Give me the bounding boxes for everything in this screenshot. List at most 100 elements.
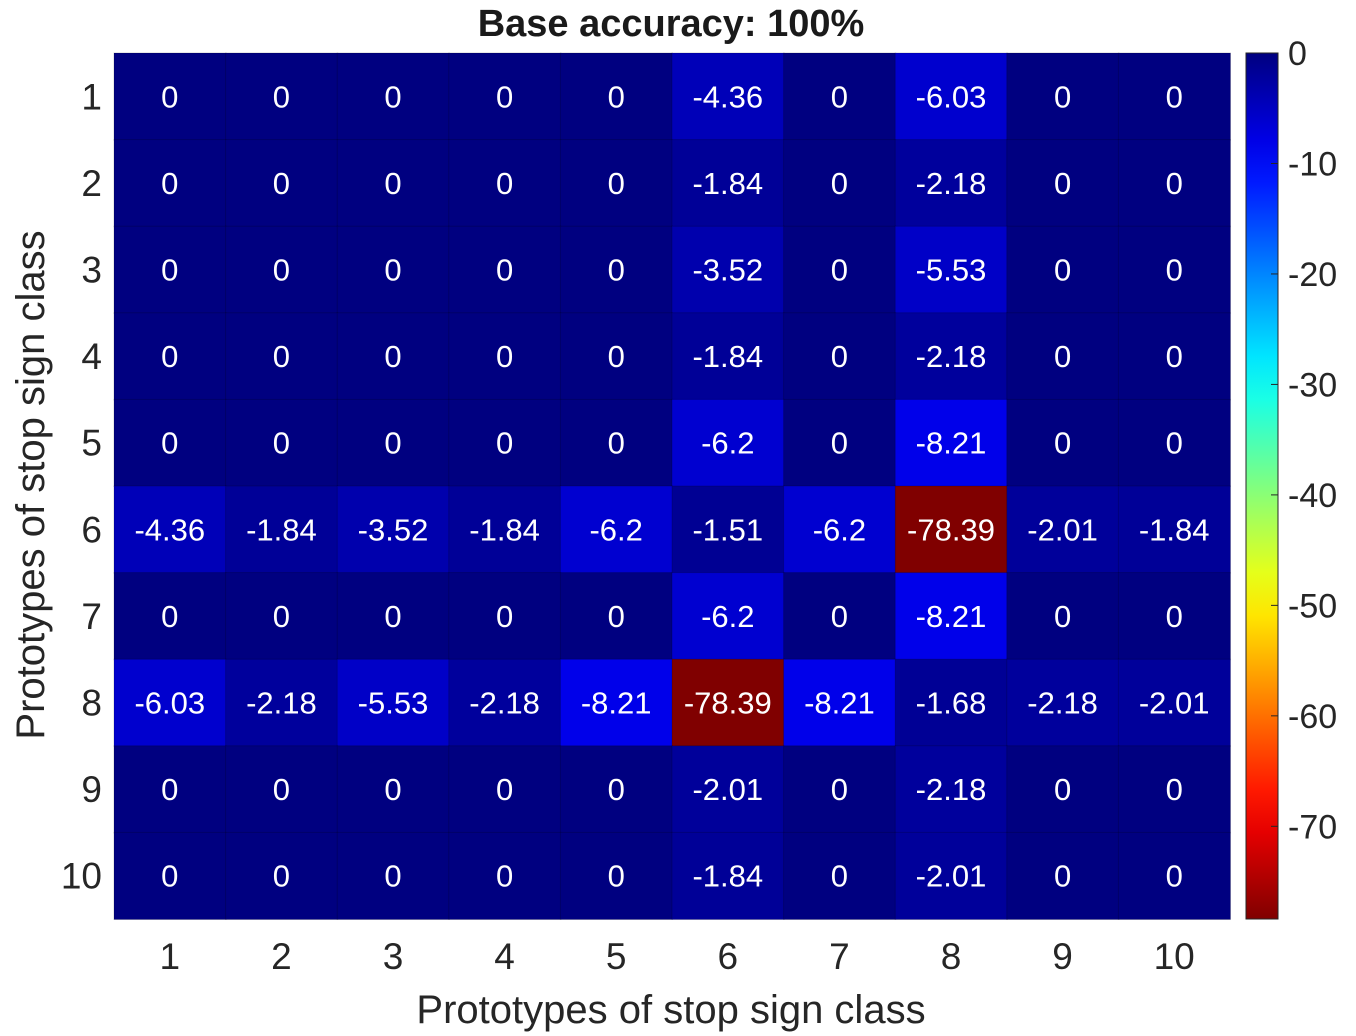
heatmap-cell-r5-c3 xyxy=(336,398,450,487)
cell-value-label-r9-c6: -2.01 xyxy=(692,772,763,807)
cell-value-label-r4-c8: -2.18 xyxy=(916,339,987,374)
heatmap-cell-r6-c3 xyxy=(336,485,450,574)
heatmap-cell-r10-c3 xyxy=(336,831,450,921)
x-tick-label-7: 7 xyxy=(829,936,850,977)
cell-value-label-r5-c4: 0 xyxy=(496,426,513,461)
colorbar-tick-label: 0 xyxy=(1288,35,1307,73)
cell-value-label-r6-c5: -6.2 xyxy=(589,512,642,547)
heatmap-cell-r1-c8 xyxy=(894,52,1008,141)
heatmap-cell-r8-c10 xyxy=(1117,658,1232,747)
heatmap-cell-r10-c10 xyxy=(1117,831,1232,921)
cell-value-label-r7-c10: 0 xyxy=(1166,599,1183,634)
cell-value-label-r8-c6: -78.39 xyxy=(684,686,772,721)
x-tick-label-2: 2 xyxy=(271,936,292,977)
cell-value-label-r6-c2: -1.84 xyxy=(246,512,317,547)
heatmap-cell-r7-c4 xyxy=(448,572,562,661)
heatmap-cell-r6-c7 xyxy=(783,485,897,574)
heatmap-cell-labels: 0 0 0 0 0 -4.36 0 -6.03 0 0 0 0 0 0 0 -1.84 0 -2.18 0 0 0 0 0 0… xyxy=(134,79,1209,893)
cell-value-label-r10-c8: -2.01 xyxy=(916,859,987,894)
colorbar-tick-label: -60 xyxy=(1288,698,1337,736)
heatmap-cell-r10-c1 xyxy=(113,831,227,921)
cell-value-label-r5-c10: 0 xyxy=(1166,426,1183,461)
x-tick-label-1: 1 xyxy=(160,936,181,977)
cell-value-label-r2-c6: -1.84 xyxy=(692,166,763,201)
cell-value-label-r4-c5: 0 xyxy=(608,339,625,374)
cell-value-label-r7-c9: 0 xyxy=(1054,599,1071,634)
heatmap-cell-r9-c6 xyxy=(671,745,785,834)
heatmap-cell-r10-c5 xyxy=(559,831,674,921)
heatmap-cell-r2-c2 xyxy=(225,139,339,228)
cell-value-label-r9-c1: 0 xyxy=(161,772,178,807)
cell-value-label-r5-c7: 0 xyxy=(831,426,848,461)
heatmap-cell-r10-c9 xyxy=(1006,831,1120,921)
cell-value-label-r6-c9: -2.01 xyxy=(1027,512,1098,547)
x-tick-label-10: 10 xyxy=(1154,936,1195,977)
heatmap-cell-r5-c8 xyxy=(894,398,1008,487)
cell-value-label-r9-c3: 0 xyxy=(384,772,401,807)
heatmap-cell-r3-c3 xyxy=(336,225,450,314)
cell-value-label-r2-c2: 0 xyxy=(273,166,290,201)
cell-value-label-r8-c9: -2.18 xyxy=(1027,686,1098,721)
cell-value-label-r10-c6: -1.84 xyxy=(692,859,763,894)
heatmap-cell-r8-c7 xyxy=(783,658,897,747)
x-axis-ticks: 1 2 3 4 5 6 7 8 9 10 xyxy=(160,936,1195,977)
cell-value-label-r4-c10: 0 xyxy=(1166,339,1183,374)
heatmap-cell-r9-c9 xyxy=(1006,745,1120,834)
y-tick-label-9: 9 xyxy=(81,769,102,810)
cell-value-label-r5-c1: 0 xyxy=(161,426,178,461)
cell-value-label-r10-c7: 0 xyxy=(831,859,848,894)
heatmap-cell-r2-c3 xyxy=(336,139,450,228)
heatmap-cell-r10-c2 xyxy=(225,831,339,921)
heatmap-cell-r3-c9 xyxy=(1006,225,1120,314)
cell-value-label-r2-c9: 0 xyxy=(1054,166,1071,201)
heatmap-cell-r10-c6 xyxy=(671,831,785,921)
heatmap-cell-r10-c7 xyxy=(783,831,897,921)
y-tick-label-1: 1 xyxy=(81,76,102,117)
heatmap-cell-r5-c7 xyxy=(783,398,897,487)
cell-value-label-r7-c3: 0 xyxy=(384,599,401,634)
cell-value-label-r1-c8: -6.03 xyxy=(916,79,987,114)
cell-value-label-r7-c8: -8.21 xyxy=(916,599,987,634)
heatmap-cell-r1-c1 xyxy=(113,52,227,141)
colorbar-ticks: 0 -10 -20 -30 -40 -50 -60 -70 xyxy=(1271,35,1337,846)
cell-value-label-r8-c5: -8.21 xyxy=(581,686,652,721)
heatmap-cell-r6-c9 xyxy=(1006,485,1120,574)
heatmap-cell-r8-c5 xyxy=(559,658,674,747)
heatmap-cell-r4-c1 xyxy=(113,312,227,401)
cell-value-label-r2-c3: 0 xyxy=(384,166,401,201)
cell-value-label-r3-c3: 0 xyxy=(384,253,401,288)
cell-value-label-r1-c7: 0 xyxy=(831,79,848,114)
cell-value-label-r1-c5: 0 xyxy=(608,79,625,114)
y-tick-label-10: 10 xyxy=(61,856,102,897)
cell-value-label-r9-c10: 0 xyxy=(1166,772,1183,807)
heatmap-cell-r10-c8 xyxy=(894,831,1008,921)
cell-value-label-r5-c5: 0 xyxy=(608,426,625,461)
cell-value-label-r4-c3: 0 xyxy=(384,339,401,374)
cell-value-label-r2-c1: 0 xyxy=(161,166,178,201)
cell-value-label-r3-c6: -3.52 xyxy=(692,253,763,288)
cell-value-label-r1-c1: 0 xyxy=(161,79,178,114)
cell-value-label-r1-c2: 0 xyxy=(273,79,290,114)
y-tick-label-6: 6 xyxy=(81,509,102,550)
colorbar-gradient xyxy=(1245,52,1279,920)
heatmap-cell-r4-c9 xyxy=(1006,312,1120,401)
x-tick-label-5: 5 xyxy=(606,936,627,977)
heatmap-cell-r2-c10 xyxy=(1117,139,1232,228)
cell-value-label-r3-c9: 0 xyxy=(1054,253,1071,288)
x-axis-label: Prototypes of stop sign class xyxy=(416,988,925,1032)
cell-value-label-r9-c4: 0 xyxy=(496,772,513,807)
colorbar-tick-label: -70 xyxy=(1288,808,1337,846)
y-axis-label: Prototypes of stop sign class xyxy=(9,230,53,739)
heatmap-cell-r8-c3 xyxy=(336,658,450,747)
cell-value-label-r9-c5: 0 xyxy=(608,772,625,807)
cell-value-label-r1-c6: -4.36 xyxy=(692,79,763,114)
cell-value-label-r9-c7: 0 xyxy=(831,772,848,807)
cell-value-label-r10-c9: 0 xyxy=(1054,859,1071,894)
cell-value-label-r3-c7: 0 xyxy=(831,253,848,288)
cell-value-label-r8-c2: -2.18 xyxy=(246,686,317,721)
heatmap-cell-r9-c5 xyxy=(559,745,674,834)
heatmap-cell-r7-c10 xyxy=(1117,572,1232,661)
x-tick-label-6: 6 xyxy=(718,936,739,977)
heatmap-cell-r3-c7 xyxy=(783,225,897,314)
heatmap-cell-r9-c8 xyxy=(894,745,1008,834)
